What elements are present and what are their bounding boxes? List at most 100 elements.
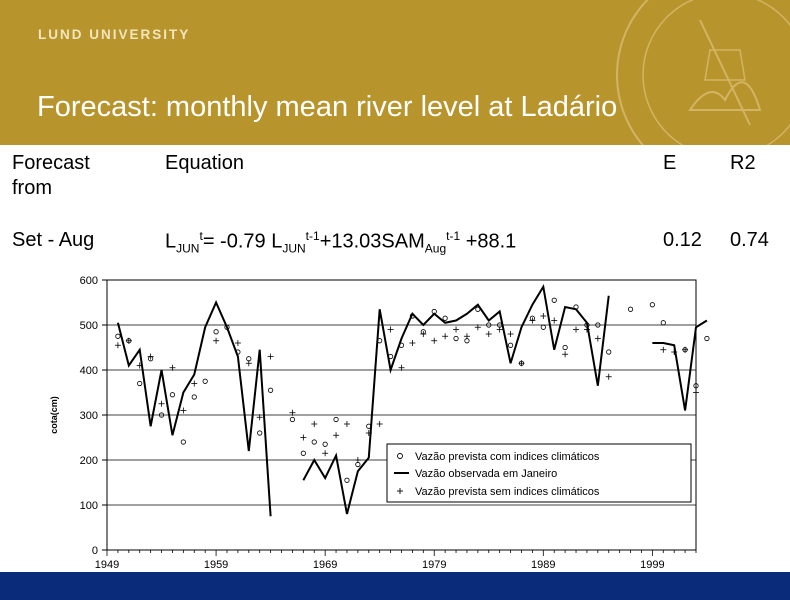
circle-point [660, 320, 666, 326]
circle-point [606, 349, 612, 355]
circle-point [180, 439, 186, 445]
circle-point [224, 324, 230, 330]
plus-point [191, 380, 198, 387]
x-tick-label: 1959 [204, 559, 228, 571]
plus-point [605, 373, 612, 380]
plus-point [474, 324, 481, 331]
circle-point [115, 333, 121, 339]
plus-point [551, 317, 558, 324]
circle-point [693, 383, 699, 389]
circle-point [322, 441, 328, 447]
circle-point [169, 392, 176, 398]
plus-point [245, 360, 252, 367]
circle-point [235, 349, 241, 355]
col-header-from: from [12, 177, 52, 199]
plus-point [147, 353, 154, 360]
plus-point [343, 421, 350, 427]
col-header-e: E [663, 152, 677, 174]
plus-point [518, 360, 525, 367]
circle-point [442, 315, 448, 321]
y-tick-label: 300 [80, 410, 98, 422]
circle-point [202, 378, 208, 384]
x-tick-label: 1999 [640, 559, 664, 571]
legend-entry: Vazão observada em Janeiro [415, 468, 557, 480]
plus-point [463, 333, 470, 340]
plus-point [311, 421, 318, 427]
circle-point [453, 335, 459, 342]
plus-point [213, 337, 220, 344]
plus-point [409, 340, 416, 346]
plus-point [420, 331, 427, 337]
circle-point [191, 394, 197, 400]
plus-point [442, 333, 449, 340]
plus-point [594, 335, 601, 342]
plus-point [180, 407, 187, 414]
circle-point [311, 439, 317, 445]
plus-point [398, 364, 405, 371]
plus-point [529, 317, 536, 324]
plus-point [300, 434, 307, 441]
circle-point [366, 423, 372, 429]
plus-point [267, 353, 274, 360]
legend-circle-marker [397, 453, 403, 459]
plus-point [540, 313, 547, 319]
plus-point [169, 364, 176, 371]
observed-series-line [652, 319, 708, 411]
plus-point [507, 331, 514, 337]
e-value: 0.12 [663, 229, 702, 251]
circle-point [387, 353, 394, 360]
x-tick-label: 1979 [422, 559, 446, 571]
plus-point [485, 331, 492, 337]
observed-series-line [302, 283, 610, 515]
y-tick-label: 400 [80, 365, 98, 377]
circle-point [551, 297, 557, 303]
circle-point [540, 324, 546, 330]
x-tick-label: 1989 [531, 559, 555, 571]
plus-point [114, 342, 121, 349]
circle-point [137, 380, 143, 387]
forecast-period: Set - Aug [12, 229, 95, 251]
plus-point [376, 421, 383, 427]
footer-bar [0, 572, 790, 600]
plus-point [354, 457, 361, 463]
plus-point [136, 362, 143, 369]
col-header-forecast: Forecast [12, 152, 90, 174]
header-banner: LUND UNIVERSITY Forecast: monthly mean r… [0, 0, 790, 145]
plus-point [289, 409, 296, 416]
circle-point [409, 313, 416, 319]
university-name: LUND UNIVERSITY [38, 27, 191, 42]
circle-point [627, 306, 634, 312]
university-seal-icon [616, 0, 790, 145]
plus-point [453, 326, 460, 333]
plus-point [234, 340, 241, 346]
river-level-chart: 0 100 200 300 400 500 600 1949 1959 1969 1979 1989 1… [49, 275, 710, 588]
legend-entry: Vazão prevista com indices climáticos [415, 451, 600, 463]
plus-point [693, 389, 699, 396]
legend-box [386, 443, 692, 503]
circle-point [158, 412, 165, 418]
circle-point [486, 322, 492, 328]
circle-point [573, 304, 579, 310]
circle-point [431, 308, 437, 315]
x-tick-label: 1969 [313, 559, 337, 571]
forecast-equation: LJUNt= -0.79 LJUNt-1+13.03SAMAugt-1 +88.… [165, 229, 517, 256]
plus-point [387, 326, 394, 333]
y-tick-label: 600 [80, 275, 98, 287]
circle-point [562, 344, 568, 351]
observed-series-line [116, 300, 272, 517]
circle-point [300, 450, 306, 456]
circle-point [289, 416, 296, 423]
plus-point [125, 337, 132, 344]
y-axis-label: cota(cm) [49, 396, 59, 434]
circle-point [398, 342, 405, 348]
circle-point [257, 430, 263, 436]
circle-point [268, 387, 274, 393]
y-tick-label: 200 [80, 455, 98, 467]
circle-point [475, 306, 481, 312]
y-tick-label: 100 [80, 500, 98, 512]
plus-point [365, 430, 372, 436]
plus-point [431, 337, 438, 344]
page-title: Forecast: monthly mean river level at La… [37, 91, 618, 123]
plus-point [496, 326, 503, 333]
circle-point [344, 477, 350, 483]
